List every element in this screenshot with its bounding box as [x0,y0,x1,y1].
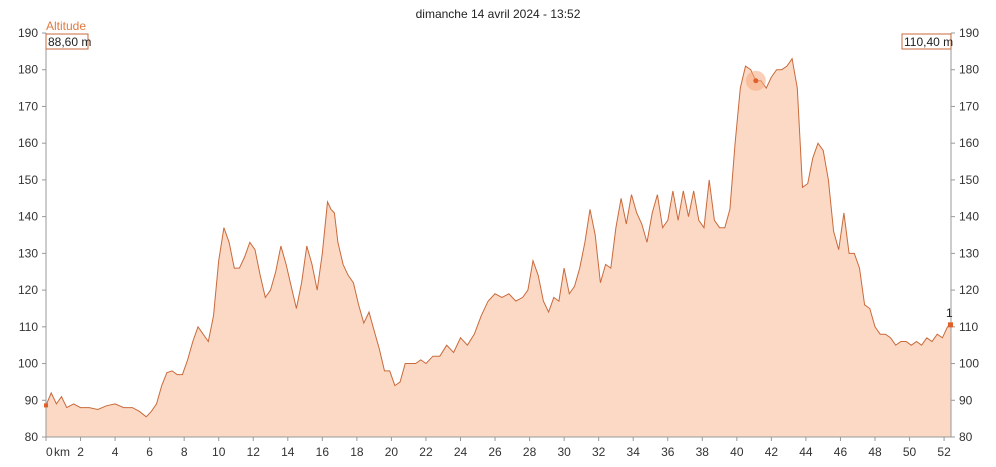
y-tick-label-right: 130 [959,246,979,260]
x-tick-label: 8 [181,445,188,459]
x-tick-label: 44 [799,445,813,459]
x-tick-label: 10 [212,445,226,459]
x-tick-label: 50 [903,445,917,459]
x-tick-label: 16 [316,445,330,459]
marker-layer [44,70,953,408]
cursor-point [753,78,759,84]
end-value-label: 110,40 m [904,35,953,49]
x-tick-label: 52 [937,445,951,459]
end-point-marker [948,322,953,328]
y-tick-label-left: 80 [25,430,39,444]
x-tick-label: 20 [385,445,399,459]
y-tick-label-left: 140 [18,210,38,224]
x-tick-label: 38 [696,445,710,459]
elevation-area [46,58,951,437]
x-tick-label: 42 [765,445,779,459]
y-tick-label-left: 180 [18,63,38,77]
start-value-box: 88,60 m [45,33,91,50]
x-tick-label: 26 [488,445,502,459]
y-tick-label-right: 100 [959,357,979,371]
y-tick-label-left: 120 [18,283,38,297]
x-tick-label: 40 [730,445,744,459]
x-tick-label: 48 [868,445,882,459]
y-tick-label-left: 110 [19,320,38,334]
start-value-label: 88,60 m [48,35,91,49]
y-axis-title: Altitude [46,19,86,33]
start-point-marker [44,403,48,408]
y-tick-label-left: 170 [18,99,38,113]
x-tick-label: 2 [77,445,84,459]
y-tick-label-left: 160 [18,136,38,150]
x-tick-label: 14 [281,445,295,459]
y-tick-label-left: 190 [18,26,38,40]
grid-layer [42,32,955,441]
x-tick-label: 36 [661,445,675,459]
x-tick-labels: 0 2 4 6 8 10 12 14 16 18 20 22 24 26 28 30 32 34 36 38 40 42 4… [46,445,951,459]
y-tick-label-right: 170 [959,99,979,113]
x-tick-label: 6 [146,445,153,459]
area-layer [45,57,952,437]
y-tick-label-right: 140 [959,210,979,224]
end-marker-label: 1 [946,306,953,320]
x-tick-label: 4 [112,445,119,459]
y-tick-label-left: 100 [18,357,38,371]
y-tick-label-right: 150 [959,173,979,187]
x-tick-label: 0 [46,445,53,459]
y-tick-label-left: 130 [18,246,38,260]
x-tick-label: 28 [523,445,537,459]
x-tick-label: 34 [627,445,641,459]
x-tick-label: 46 [834,445,848,459]
x-tick-label: 18 [350,445,364,459]
y-tick-label-right: 180 [959,63,979,77]
x-axis-unit-label: km [54,445,70,459]
y-tick-label-right: 80 [959,430,973,444]
x-tick-label: 32 [592,445,606,459]
y-tick-labels-right: 80 90 100 110 120 130 140 150 160 170 180 190 [959,26,979,444]
elevation-line [45,57,952,418]
x-tick-label: 24 [454,445,468,459]
y-tick-labels-left: 80 90 100 110 120 130 140 150 160 170 180 190 [18,26,38,444]
y-tick-label-right: 90 [959,393,973,407]
y-tick-label-right: 120 [959,283,979,297]
x-tick-label: 12 [247,445,261,459]
y-tick-label-left: 90 [25,393,39,407]
y-tick-label-left: 150 [18,173,38,187]
y-tick-label-right: 190 [959,26,979,40]
axis-layer [45,33,952,438]
chart-title: dimanche 14 avril 2024 - 13:52 [416,7,581,21]
y-tick-label-right: 160 [959,136,979,150]
x-tick-label: 22 [419,445,433,459]
x-tick-label: 30 [557,445,571,459]
y-tick-label-right: 110 [959,320,978,334]
end-value-box: 110,40 m [901,33,953,50]
